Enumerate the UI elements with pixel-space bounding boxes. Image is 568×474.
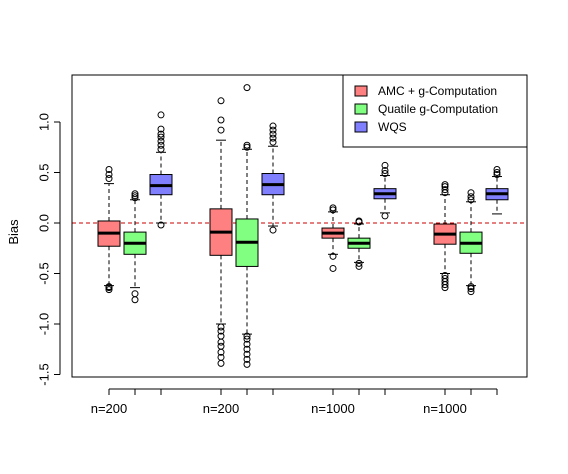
- y-tick-label: -1.5: [37, 363, 52, 385]
- outlier-point: [243, 355, 251, 363]
- outlier-point: [243, 340, 251, 348]
- outlier-point: [381, 161, 389, 169]
- outlier-point: [131, 296, 139, 304]
- outlier-point: [381, 166, 389, 174]
- outlier-point: [493, 169, 501, 176]
- outlier-point: [217, 97, 225, 105]
- x-group-label: n=1000: [311, 401, 355, 416]
- outlier-point: [355, 262, 363, 270]
- outlier-point: [157, 125, 165, 133]
- outlier-point: [269, 226, 277, 234]
- outlier-point: [269, 138, 277, 146]
- outlier-point: [467, 196, 475, 204]
- x-group-label: n=200: [203, 401, 240, 416]
- outlier-point: [157, 137, 165, 145]
- y-tick-label: 1.0: [37, 113, 52, 131]
- outlier-point: [105, 171, 113, 179]
- outlier-point: [381, 170, 389, 178]
- outlier-point: [105, 175, 113, 183]
- outlier-point: [269, 126, 277, 134]
- outlier-point: [329, 252, 337, 260]
- outlier-point: [329, 206, 337, 214]
- legend-label: Quatile g-Computation: [378, 102, 498, 116]
- outlier-point: [105, 165, 113, 173]
- outlier-point: [269, 130, 277, 138]
- outlier-point: [329, 204, 337, 212]
- outlier-point: [217, 323, 225, 331]
- outlier-point: [329, 264, 337, 272]
- legend-swatch: [354, 121, 368, 133]
- y-tick-label: -0.5: [37, 262, 52, 284]
- outlier-point: [105, 284, 113, 292]
- outlier-point: [217, 348, 225, 356]
- outlier-point: [467, 189, 475, 197]
- outlier-point: [105, 286, 113, 294]
- outlier-point: [157, 133, 165, 141]
- outlier-point: [243, 360, 251, 368]
- outlier-point: [217, 359, 225, 367]
- outlier-point: [441, 183, 449, 191]
- x-group-label: n=1000: [423, 401, 467, 416]
- outlier-point: [243, 332, 251, 340]
- legend-box: [342, 74, 528, 148]
- outlier-point: [217, 338, 225, 346]
- y-tick-label: 0.5: [37, 163, 52, 181]
- legend-label: WQS: [378, 120, 407, 134]
- outlier-point: [441, 284, 449, 292]
- y-tick-label: -1.0: [37, 313, 52, 335]
- outlier-point: [441, 186, 449, 194]
- legend-label: AMC + g-Computation: [378, 84, 497, 98]
- legend: AMC + g-Computation Quatile g-Computation…: [342, 74, 528, 148]
- outlier-point: [243, 143, 251, 151]
- outlier-point: [355, 217, 363, 225]
- plot-layer: -1.5 -1.0 -0.5 0.0 0.5 1.0 n=200 n=200 n=1000 n=1…: [37, 84, 527, 416]
- outlier-point: [269, 122, 277, 130]
- y-axis-title: Bias: [6, 219, 21, 245]
- outlier-point: [493, 171, 501, 179]
- x-group-label: n=200: [91, 401, 128, 416]
- outlier-point: [243, 350, 251, 358]
- outlier-point: [157, 130, 165, 138]
- outlier-point: [243, 335, 251, 343]
- legend-swatch: [354, 103, 368, 115]
- outlier-point: [217, 327, 225, 335]
- outlier-point: [217, 116, 225, 124]
- outlier-point: [157, 111, 165, 119]
- outlier-point: [131, 192, 139, 200]
- outlier-point: [441, 281, 449, 289]
- outlier-point: [243, 84, 251, 92]
- outlier-point: [441, 181, 449, 189]
- outlier-point: [243, 141, 251, 149]
- outlier-point: [157, 221, 165, 229]
- y-tick-label: 0.0: [37, 214, 52, 232]
- outlier-point: [493, 165, 501, 173]
- outlier-point: [157, 141, 165, 149]
- outlier-point: [467, 193, 475, 201]
- outlier-point: [131, 190, 139, 198]
- legend-swatch: [354, 85, 368, 97]
- outlier-point: [269, 134, 277, 142]
- outlier-point: [131, 194, 139, 202]
- outlier-point: [467, 283, 475, 291]
- outlier-point: [243, 345, 251, 353]
- outlier-point: [467, 288, 475, 296]
- outlier-point: [381, 212, 389, 220]
- outlier-point: [467, 285, 475, 293]
- outlier-point: [157, 145, 165, 153]
- plot-frame: [71, 74, 528, 378]
- outlier-point: [217, 126, 225, 134]
- outlier-point: [355, 259, 363, 267]
